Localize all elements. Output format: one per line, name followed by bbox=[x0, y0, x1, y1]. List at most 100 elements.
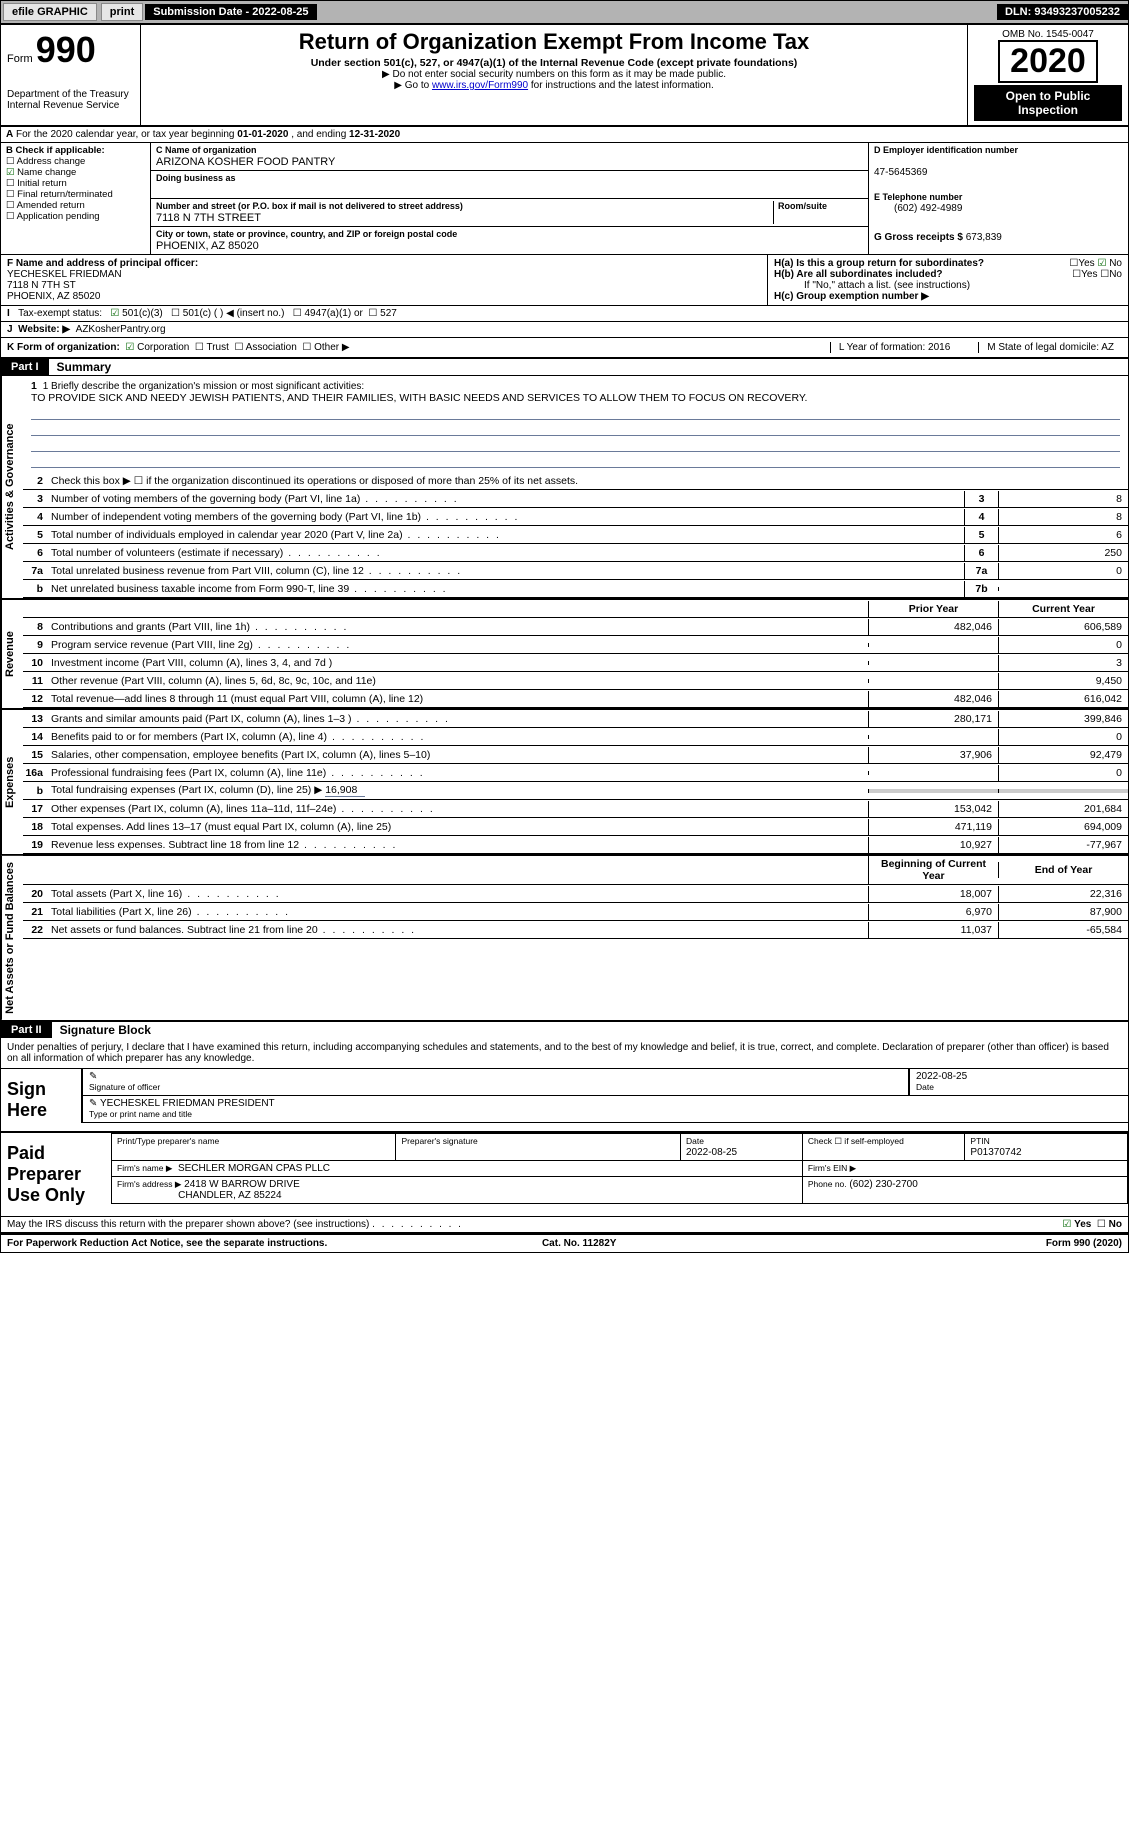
line-14-curr: 0 bbox=[998, 729, 1128, 745]
chk-discuss-yes[interactable] bbox=[1062, 1219, 1074, 1230]
efile-graphic-button[interactable]: efile GRAPHIC bbox=[3, 3, 97, 21]
print-button[interactable]: print bbox=[101, 3, 143, 21]
officer-name-title: YECHESKEL FRIEDMAN PRESIDENT bbox=[100, 1098, 275, 1109]
line-7b-val bbox=[998, 587, 1128, 591]
h-b-yes[interactable]: Yes bbox=[1081, 269, 1097, 280]
ssn-warning: ▶ Do not enter social security numbers o… bbox=[147, 69, 961, 80]
line-5-text: Total number of individuals employed in … bbox=[47, 527, 964, 543]
line-7b-box: 7b bbox=[964, 581, 998, 597]
firm-addr1: 2418 W BARROW DRIVE bbox=[184, 1179, 300, 1190]
footer-cat: Cat. No. 11282Y bbox=[542, 1238, 616, 1249]
irs-form990-link[interactable]: www.irs.gov/Form990 bbox=[432, 80, 528, 91]
line-16b-text: Total fundraising expenses (Part IX, col… bbox=[47, 782, 868, 799]
pen-icon: ✎ bbox=[89, 1071, 97, 1082]
sig-date-label: Date bbox=[916, 1082, 934, 1092]
line-12-prior: 482,046 bbox=[868, 691, 998, 707]
line-10-text: Investment income (Part VIII, column (A)… bbox=[47, 655, 868, 671]
col-end-year: End of Year bbox=[998, 862, 1128, 878]
line-17-text: Other expenses (Part IX, column (A), lin… bbox=[47, 801, 868, 817]
form-org-label: K Form of organization: bbox=[7, 342, 120, 353]
line-8-curr: 606,589 bbox=[998, 619, 1128, 635]
line-22-text: Net assets or fund balances. Subtract li… bbox=[47, 922, 868, 938]
line-7a-text: Total unrelated business revenue from Pa… bbox=[47, 563, 964, 579]
line-22-end: -65,584 bbox=[998, 922, 1128, 938]
opt-other[interactable]: Other ▶ bbox=[314, 342, 349, 353]
tax-year-end: 12-31-2020 bbox=[349, 129, 400, 140]
line-4-val: 8 bbox=[998, 509, 1128, 525]
chk-initial-return[interactable]: Initial return bbox=[6, 178, 145, 189]
tax-year-mid: , and ending bbox=[291, 129, 349, 140]
opt-501c3: 501(c)(3) bbox=[122, 308, 163, 319]
line-5-box: 5 bbox=[964, 527, 998, 543]
chk-amended-return[interactable]: Amended return bbox=[6, 200, 145, 211]
gross-receipts-value: 673,839 bbox=[966, 232, 1002, 243]
principal-officer-block: F Name and address of principal officer:… bbox=[1, 255, 768, 305]
opt-corporation: Corporation bbox=[137, 342, 189, 353]
opt-association[interactable]: Association bbox=[246, 342, 297, 353]
perjury-declaration: Under penalties of perjury, I declare th… bbox=[1, 1038, 1128, 1068]
line-3-text: Number of voting members of the governin… bbox=[47, 491, 964, 507]
page-footer: For Paperwork Reduction Act Notice, see … bbox=[1, 1233, 1128, 1252]
chk-final-return[interactable]: Final return/terminated bbox=[6, 189, 145, 200]
officer-addr2: PHOENIX, AZ 85020 bbox=[7, 291, 100, 302]
firm-ein-label: Firm's EIN ▶ bbox=[808, 1163, 856, 1173]
h-a-no: No bbox=[1109, 258, 1122, 269]
line-17-curr: 201,684 bbox=[998, 801, 1128, 817]
tax-year-pre: For the 2020 calendar year, or tax year … bbox=[16, 129, 237, 140]
part-i-name: Summary bbox=[49, 360, 112, 374]
dba-label: Doing business as bbox=[156, 173, 236, 183]
line-7b-text: Net unrelated business taxable income fr… bbox=[47, 581, 964, 597]
part-ii-name: Signature Block bbox=[52, 1023, 151, 1037]
opt-4947[interactable]: 4947(a)(1) or bbox=[304, 308, 362, 319]
h-c-label: H(c) Group exemption number ▶ bbox=[774, 291, 929, 302]
discuss-no[interactable]: No bbox=[1109, 1219, 1122, 1230]
line-11-text: Other revenue (Part VIII, column (A), li… bbox=[47, 673, 868, 689]
line-12-text: Total revenue—add lines 8 through 11 (mu… bbox=[47, 691, 868, 707]
officer-name: YECHESKEL FRIEDMAN bbox=[7, 269, 122, 280]
line-16a-text: Professional fundraising fees (Part IX, … bbox=[47, 765, 868, 781]
line-13-text: Grants and similar amounts paid (Part IX… bbox=[47, 711, 868, 727]
mission-text: TO PROVIDE SICK AND NEEDY JEWISH PATIENT… bbox=[31, 392, 1120, 404]
open-to-public-badge: Open to Public Inspection bbox=[974, 85, 1122, 121]
line-9-text: Program service revenue (Part VIII, line… bbox=[47, 637, 868, 653]
pen-icon: ✎ bbox=[89, 1098, 97, 1109]
website-value: AZKosherPantry.org bbox=[76, 324, 166, 335]
h-b-note: If "No," attach a list. (see instruction… bbox=[774, 280, 1122, 291]
opt-trust[interactable]: Trust bbox=[206, 342, 228, 353]
line-a-tax-year: A For the 2020 calendar year, or tax yea… bbox=[1, 127, 1128, 143]
line-14-prior bbox=[868, 735, 998, 739]
line-5-val: 6 bbox=[998, 527, 1128, 543]
line-21-text: Total liabilities (Part X, line 26) bbox=[47, 904, 868, 920]
line-18-curr: 694,009 bbox=[998, 819, 1128, 835]
chk-name-change[interactable]: Name change bbox=[6, 167, 145, 178]
chk-501c3[interactable] bbox=[110, 308, 122, 319]
firm-name: SECHLER MORGAN CPAS PLLC bbox=[178, 1163, 330, 1174]
vtab-governance: Activities & Governance bbox=[1, 376, 23, 598]
line-18-prior: 471,119 bbox=[868, 819, 998, 835]
h-b-no[interactable]: No bbox=[1109, 269, 1122, 280]
section-h: H(a) Is this a group return for subordin… bbox=[768, 255, 1128, 305]
line-10-prior bbox=[868, 661, 998, 665]
opt-527[interactable]: 527 bbox=[380, 308, 397, 319]
chk-corporation[interactable] bbox=[125, 342, 137, 353]
irs-discuss-line: May the IRS discuss this return with the… bbox=[1, 1216, 1128, 1233]
line-11-curr: 9,450 bbox=[998, 673, 1128, 689]
prep-selfemp[interactable]: Check ☐ if self-employed bbox=[808, 1136, 904, 1146]
tax-status-label: Tax-exempt status: bbox=[18, 308, 102, 319]
discuss-yes: Yes bbox=[1074, 1219, 1091, 1230]
line-9-prior bbox=[868, 643, 998, 647]
opt-501c[interactable]: 501(c) ( ) ◀ (insert no.) bbox=[183, 308, 285, 319]
sign-here-label: Sign Here bbox=[1, 1069, 81, 1131]
chk-address-change[interactable]: Address change bbox=[6, 156, 145, 167]
col-current-year: Current Year bbox=[998, 601, 1128, 617]
h-a-yes[interactable]: Yes bbox=[1078, 258, 1094, 269]
h-a-no-checked[interactable] bbox=[1097, 258, 1109, 269]
chk-application-pending[interactable]: Application pending bbox=[17, 211, 100, 222]
mission-label: 1 Briefly describe the organization's mi… bbox=[43, 381, 365, 392]
line-6-box: 6 bbox=[964, 545, 998, 561]
line-21-end: 87,900 bbox=[998, 904, 1128, 920]
line-k-form-org: K Form of organization: Corporation ☐ Tr… bbox=[1, 338, 1128, 359]
vtab-revenue: Revenue bbox=[1, 600, 23, 708]
firm-name-label: Firm's name ▶ bbox=[117, 1163, 172, 1173]
part-ii-tag: Part II bbox=[1, 1022, 52, 1038]
